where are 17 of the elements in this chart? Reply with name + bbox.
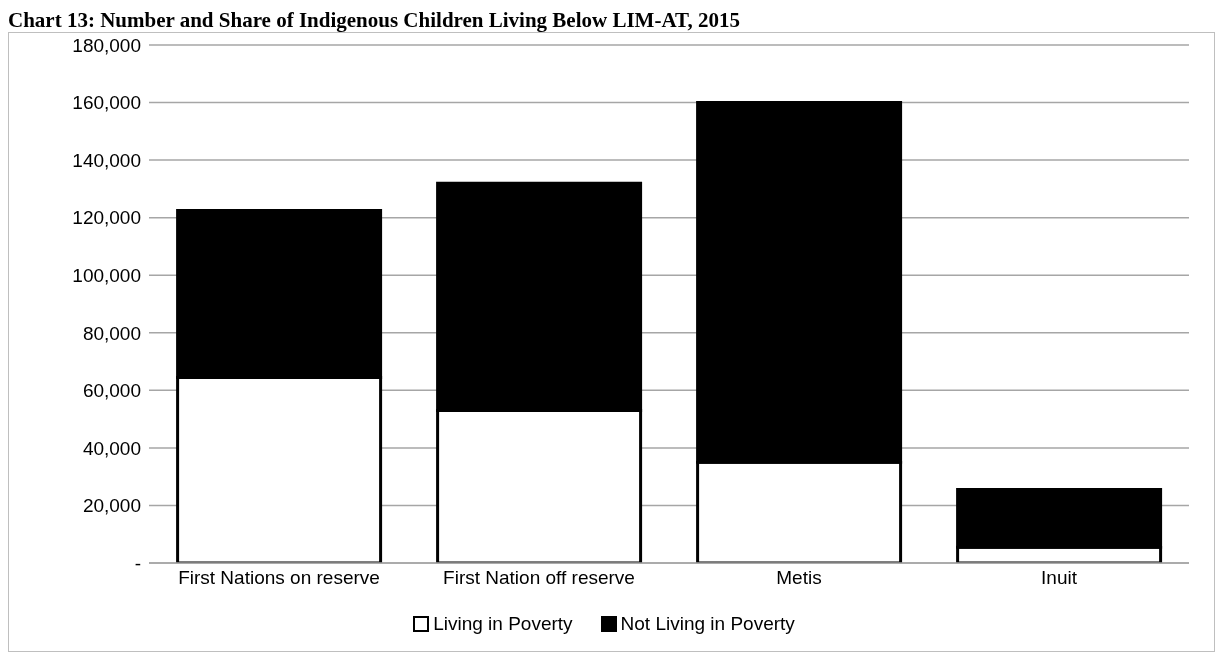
x-tick-label: Metis bbox=[776, 567, 822, 589]
y-tick-label: - bbox=[134, 552, 141, 574]
y-tick-label: 60,000 bbox=[82, 380, 141, 402]
y-tick-label: 140,000 bbox=[72, 149, 141, 171]
y-tick-label: 100,000 bbox=[72, 264, 141, 286]
y-tick-label: 160,000 bbox=[72, 92, 141, 114]
y-tick-label: 40,000 bbox=[82, 437, 141, 459]
y-tick-label: 120,000 bbox=[72, 207, 141, 229]
y-tick-label: 80,000 bbox=[82, 322, 141, 344]
y-tick-label: 20,000 bbox=[82, 495, 141, 517]
y-tick-label: 180,000 bbox=[72, 34, 141, 56]
x-tick-label: First Nation off reserve bbox=[443, 567, 635, 589]
x-tick-label: First Nations on reserve bbox=[178, 567, 380, 589]
x-tick-label: Inuit bbox=[1041, 567, 1078, 589]
legend-label: Not Living in Poverty bbox=[619, 613, 795, 635]
legend-label: Living in Poverty bbox=[432, 613, 573, 635]
chart-title: Chart 13: Number and Share of Indigenous Children Living Below LIM-AT, 2015 bbox=[8, 8, 741, 32]
